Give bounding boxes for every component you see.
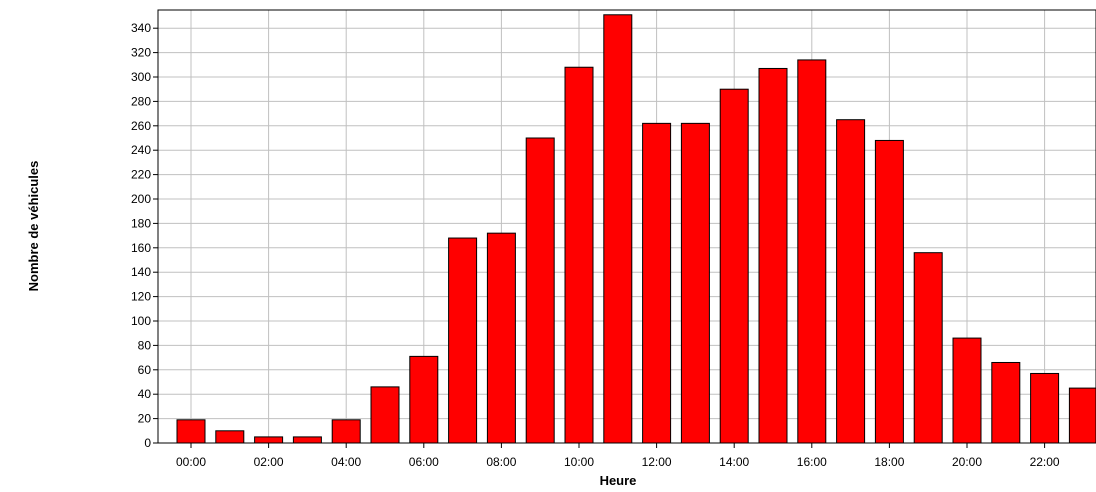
bar-0400	[331, 419, 361, 444]
bar-0500	[370, 386, 400, 444]
bar-2100	[991, 361, 1021, 444]
y-tick-label: 280	[131, 94, 151, 108]
x-tick-label: 10:00	[564, 455, 594, 469]
y-tick-label: 300	[131, 70, 151, 84]
bar-0300	[292, 436, 322, 444]
bar-2000	[952, 337, 982, 444]
y-axis-ticks: 0 20 40 60 80 100 120 140 160 180 200 220 240 260 280 3…	[131, 21, 158, 450]
y-tick-label: 160	[131, 241, 151, 255]
x-axis-ticks: 00:00 02:00 04:00 06:00 08:00 10:00 12:00 14:00…	[176, 443, 1060, 469]
x-tick-label: 00:00	[176, 455, 206, 469]
x-tick-label: 18:00	[874, 455, 904, 469]
bar-1000	[564, 66, 594, 444]
y-tick-label: 20	[138, 412, 152, 426]
y-tick-label: 120	[131, 290, 151, 304]
y-tick-label: 60	[138, 363, 152, 377]
bar-1300	[680, 122, 710, 444]
y-tick-label: 40	[138, 387, 152, 401]
bar-0800	[486, 232, 516, 444]
x-tick-label: 06:00	[409, 455, 439, 469]
bar-0700	[448, 237, 478, 444]
x-tick-label: 12:00	[642, 455, 672, 469]
x-axis-title: Heure	[600, 473, 637, 488]
x-tick-label: 08:00	[486, 455, 516, 469]
y-tick-label: 340	[131, 21, 151, 35]
bar-1700	[836, 119, 866, 444]
y-tick-label: 320	[131, 46, 151, 60]
y-tick-label: 260	[131, 119, 151, 133]
bar-1600	[797, 59, 827, 444]
bar-0900	[525, 137, 555, 444]
y-tick-label: 100	[131, 314, 151, 328]
bar-1800	[874, 139, 904, 444]
y-tick-label: 220	[131, 168, 151, 182]
x-tick-label: 22:00	[1030, 455, 1060, 469]
bar-1900	[913, 252, 943, 444]
bar-2300	[1068, 387, 1096, 444]
x-tick-label: 20:00	[952, 455, 982, 469]
bar-0600	[409, 355, 439, 444]
y-tick-label: 140	[131, 265, 151, 279]
x-tick-label: 04:00	[331, 455, 361, 469]
bar-0100	[215, 430, 245, 444]
bar-1500	[758, 67, 788, 444]
plot-frame	[157, 9, 1096, 444]
bar-0200	[254, 436, 284, 444]
y-tick-label: 80	[138, 338, 152, 352]
bar-0000	[176, 419, 206, 444]
y-tick-label: 200	[131, 192, 151, 206]
y-tick-label: 0	[144, 436, 151, 450]
x-tick-label: 02:00	[254, 455, 284, 469]
y-tick-label: 240	[131, 143, 151, 157]
y-tick-label: 180	[131, 216, 151, 230]
x-tick-label: 16:00	[797, 455, 827, 469]
bar-2200	[1030, 372, 1060, 444]
y-axis-title: Nombre de véhicules	[26, 161, 41, 292]
x-tick-label: 14:00	[719, 455, 749, 469]
bar-1400	[719, 88, 749, 444]
bar-1200	[642, 122, 672, 444]
bar-1100	[603, 14, 633, 444]
